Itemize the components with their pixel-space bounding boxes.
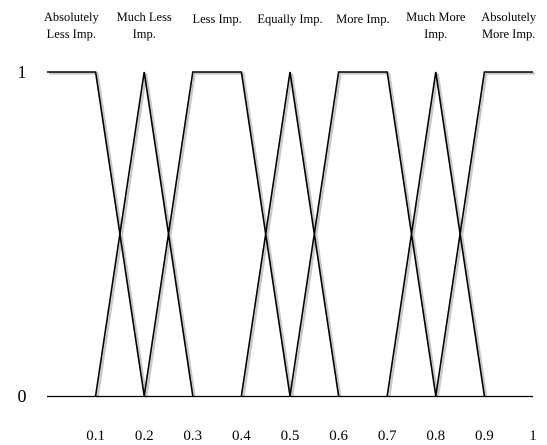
series-shadow-much-more-imp: [388, 73, 488, 398]
x-tick-label: 0.1: [86, 428, 105, 444]
series-shadow-absolutely-less-imp: [49, 72, 148, 398]
series-label-much-more-imp: Much More Imp.: [406, 10, 466, 41]
series-line-absolutely-more-imp: [435, 71, 533, 397]
series-label-more-imp: More Imp.: [336, 12, 389, 26]
series-label-absolutely-less-imp: Absolutely Less Imp.: [44, 10, 100, 41]
y-tick-label: 0: [18, 386, 27, 406]
series-label-line: Absolutely: [44, 10, 100, 24]
series-label-less-imp: Less Imp.: [192, 12, 241, 26]
series-label-line: Equally Imp.: [257, 12, 322, 26]
series-shadow-much-less-imp: [96, 73, 196, 398]
series-label-line: More Imp.: [336, 12, 389, 26]
series-label-absolutely-more-imp: Absolutely More Imp.: [481, 10, 537, 41]
y-axis-ticks: 01: [18, 62, 27, 406]
series-label-line: Absolutely: [481, 10, 537, 24]
x-tick-label: 0.3: [183, 428, 202, 444]
x-tick-label: 0.9: [475, 428, 494, 444]
x-tick-label: 0.8: [426, 428, 445, 444]
series-line-much-less-imp: [94, 71, 194, 397]
y-tick-label: 1: [18, 62, 27, 82]
series-line-much-more-imp: [386, 71, 486, 397]
x-axis-ticks: 0.1 0.2 0.3 0.4 0.5 0.6 0.7 0.8 0.9 1: [86, 428, 537, 444]
series-label-much-less-imp: Much Less Imp.: [117, 10, 172, 41]
series-shadows: [49, 72, 535, 398]
series-label-line: Imp.: [424, 27, 447, 41]
series-label-line: Much Less: [117, 10, 172, 24]
series-shadow-equally-imp: [242, 73, 342, 398]
series-line-equally-imp: [240, 71, 340, 397]
x-tick-label: 0.5: [281, 428, 300, 444]
series-label-line: Much More: [406, 10, 466, 24]
x-tick-label: 0.2: [135, 428, 154, 444]
series-label-line: Imp.: [133, 27, 156, 41]
series-shadow-absolutely-more-imp: [436, 72, 535, 398]
series-label-line: More Imp.: [482, 27, 535, 41]
x-tick-label: 0.6: [329, 428, 348, 444]
series-label-equally-imp: Equally Imp.: [257, 12, 322, 26]
series-line-absolutely-less-imp: [47, 71, 145, 397]
series-label-line: Less Imp.: [192, 12, 241, 26]
series-label-line: Less Imp.: [47, 27, 96, 41]
x-tick-label: 0.4: [232, 428, 251, 444]
series-lines: [47, 71, 533, 397]
x-tick-label: 0.7: [378, 428, 397, 444]
x-tick-label: 1: [529, 428, 537, 444]
series-labels: Absolutely Less Imp. Much Less Imp. Less Imp…: [44, 10, 537, 41]
